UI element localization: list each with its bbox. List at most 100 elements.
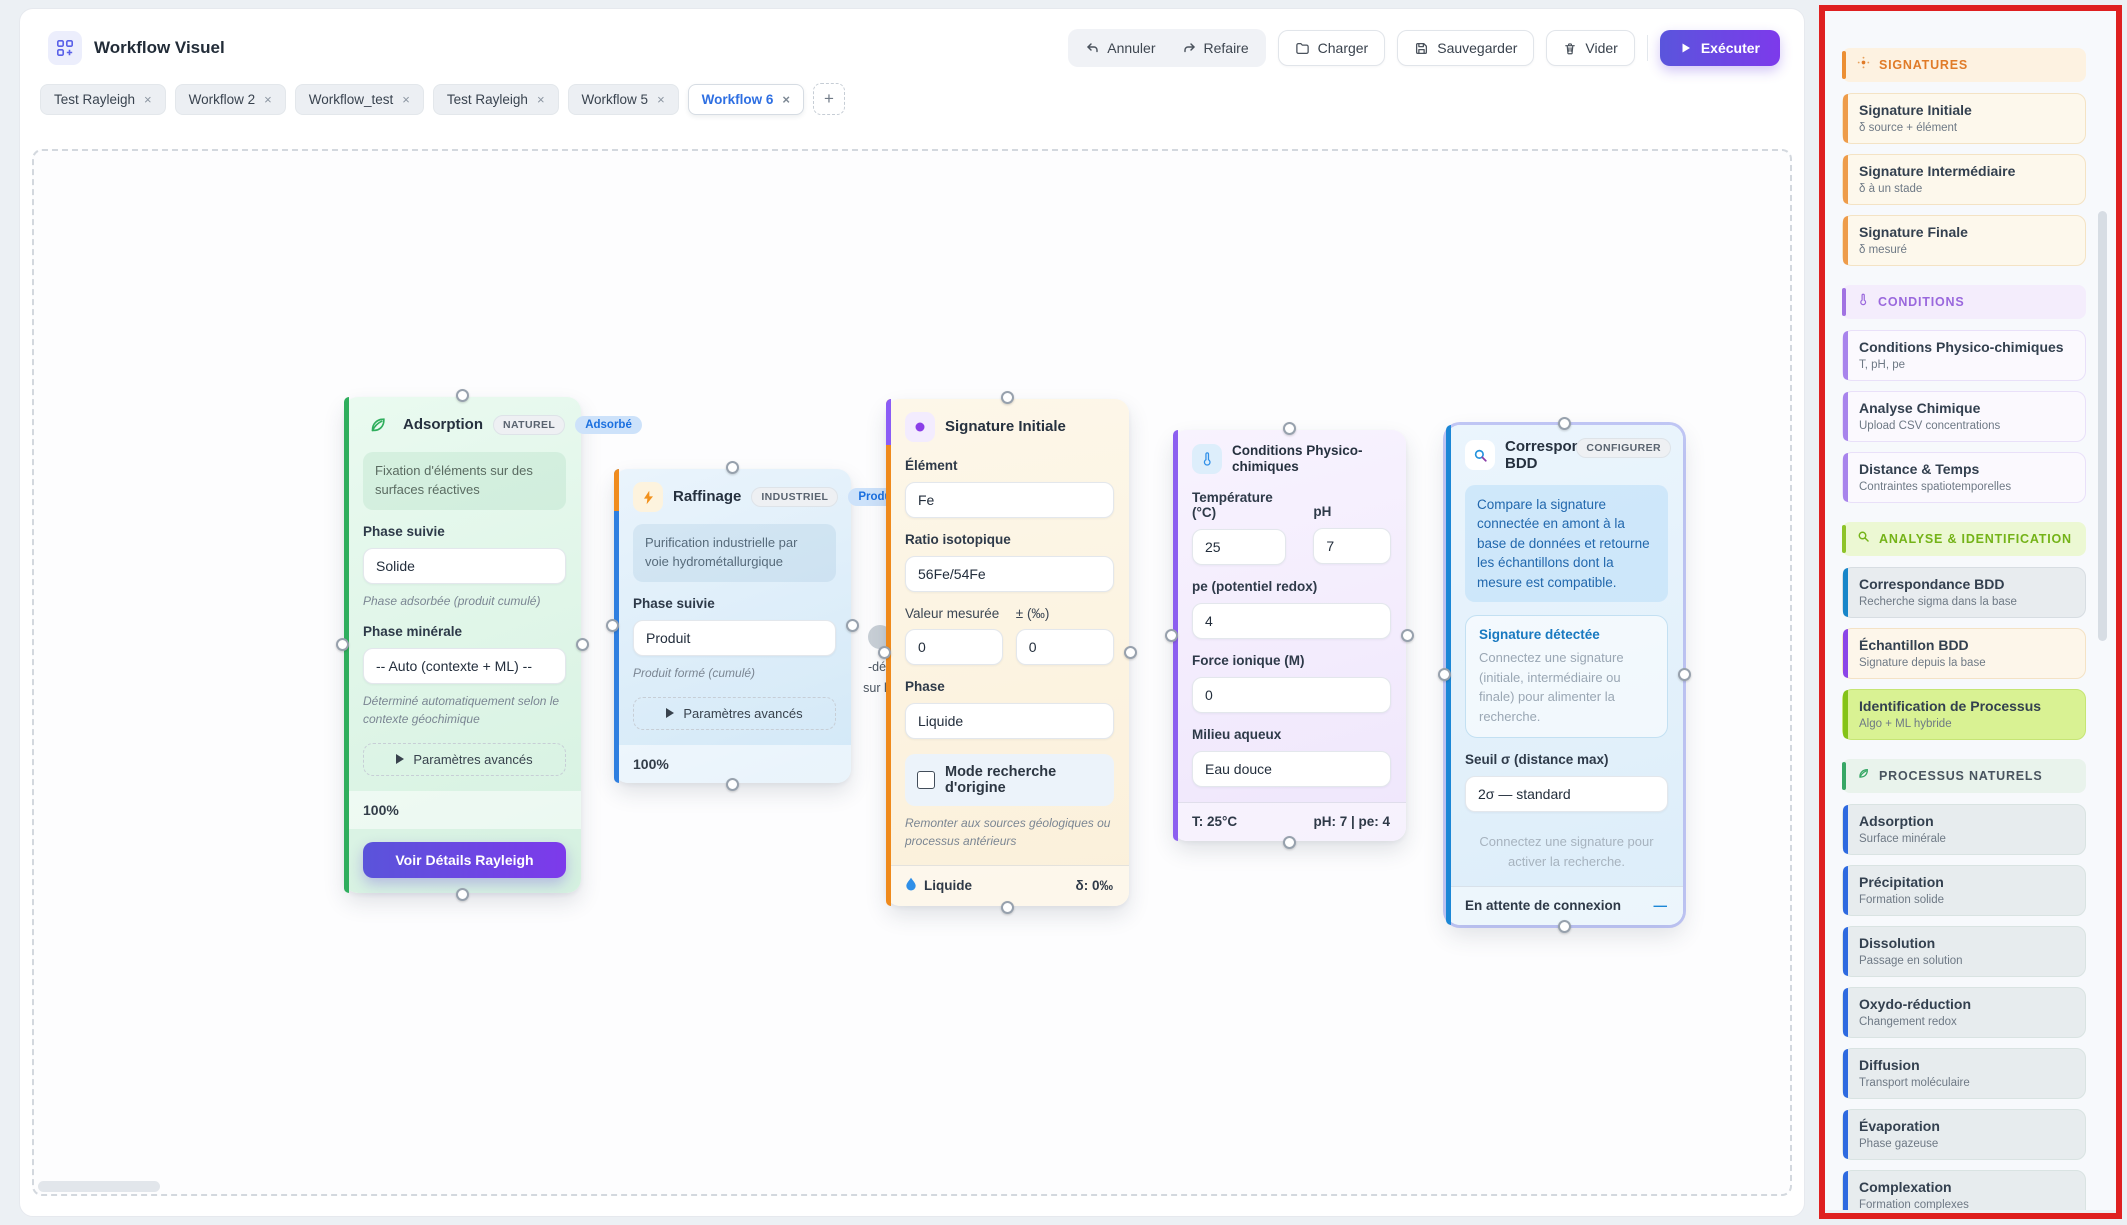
node-tag: NATUREL: [493, 415, 566, 435]
detected-text: Connectez une signature (initiale, inter…: [1479, 650, 1624, 724]
palette-item-dissolution[interactable]: Dissolution Passage en solution: [1842, 926, 2086, 977]
tab-label: Workflow_test: [308, 91, 394, 107]
valeur-mesuree-input[interactable]: [905, 629, 1004, 665]
connection-handle[interactable]: [336, 637, 349, 651]
palette-item-identification-processus[interactable]: Identification de Processus Algo + ML hy…: [1842, 689, 2086, 740]
item-subtitle: Contraintes spatiotemporelles: [1859, 481, 2012, 493]
palette-item-complexation[interactable]: Complexation Formation complexes: [1842, 1170, 2086, 1210]
temperature-input[interactable]: [1192, 529, 1286, 566]
clear-button[interactable]: Vider: [1546, 30, 1635, 66]
palette-item-signature-intermediaire[interactable]: Signature Intermédiaire δ à un stade: [1842, 154, 2086, 205]
palette-item-analyse-chimique[interactable]: Analyse Chimique Upload CSV concentratio…: [1842, 391, 2086, 442]
element-input[interactable]: [905, 482, 1114, 518]
connection-handle[interactable]: [1557, 417, 1571, 430]
seuil-sigma-input[interactable]: [1465, 776, 1668, 813]
item-title: Précipitation: [1859, 874, 1944, 890]
item-title: Correspondance BDD: [1859, 576, 2005, 592]
tab-workflow-test[interactable]: Workflow_test ×: [294, 83, 424, 115]
tab-close-icon[interactable]: ×: [536, 91, 545, 107]
rayleigh-details-button[interactable]: Voir Détails Rayleigh: [363, 841, 566, 878]
phase-suivie-input[interactable]: [363, 547, 566, 584]
force-ionique-input[interactable]: [1192, 677, 1391, 714]
save-label: Sauvegarder: [1437, 40, 1518, 56]
search-icon: [1465, 440, 1495, 471]
connection-handle[interactable]: [1124, 645, 1137, 659]
palette-item-adsorption[interactable]: Adsorption Surface minérale: [1842, 804, 2086, 855]
connection-handle[interactable]: [878, 645, 891, 659]
tab-workflow-6-active[interactable]: Workflow 6 ×: [687, 83, 805, 115]
configure-badge[interactable]: CONFIGURER: [1576, 438, 1671, 458]
tab-close-icon[interactable]: ×: [657, 91, 665, 107]
ph-input[interactable]: [1313, 528, 1391, 565]
node-raffinage[interactable]: Raffinage INDUSTRIEL Produit Purificatio…: [606, 461, 909, 791]
connection-handle[interactable]: [576, 637, 589, 651]
ratio-input[interactable]: [905, 556, 1114, 592]
connection-handle[interactable]: [1401, 628, 1414, 642]
run-button[interactable]: Exécuter: [1659, 30, 1780, 66]
tab-close-icon[interactable]: ×: [264, 91, 272, 107]
load-button[interactable]: Charger: [1277, 30, 1386, 66]
palette-item-correspondance-bdd[interactable]: Correspondance BDD Recherche sigma dans …: [1842, 567, 2086, 618]
thermometer-icon: [1192, 443, 1222, 474]
palette-item-conditions-physico-chimiques[interactable]: Conditions Physico-chimiques T, pH, pe: [1842, 330, 2086, 381]
palette-item-signature-finale[interactable]: Signature Finale δ mesuré: [1842, 215, 2086, 266]
palette-item-precipitation[interactable]: Précipitation Formation solide: [1842, 865, 2086, 916]
tolerance-input[interactable]: [1015, 629, 1114, 665]
phase-suivie-input[interactable]: [633, 619, 836, 656]
pe-input[interactable]: [1192, 603, 1391, 640]
canvas-horizontal-scrollbar[interactable]: [38, 1181, 160, 1192]
item-title: Signature Initiale: [1859, 102, 1972, 118]
palette-item-evaporation[interactable]: Évaporation Phase gazeuse: [1842, 1109, 2086, 1160]
workflow-canvas[interactable]: -dépo sur les Adsorption NATUREL Adsorbé…: [32, 149, 1792, 1196]
node-correspondance-bdd[interactable]: Correspondance BDD CONFIGURER Compare la…: [1438, 417, 1691, 934]
connection-handle[interactable]: [1438, 668, 1451, 682]
connection-handle[interactable]: [1678, 668, 1691, 682]
palette-item-oxydo-reduction[interactable]: Oxydo-réduction Changement redox: [1842, 987, 2086, 1038]
tab-close-icon[interactable]: ×: [782, 91, 791, 107]
connection-handle[interactable]: [1000, 901, 1014, 914]
add-tab-button[interactable]: +: [813, 83, 846, 115]
connection-handle[interactable]: [1557, 920, 1571, 934]
connection-handle[interactable]: [1282, 836, 1296, 850]
phase-minerale-input[interactable]: [363, 647, 566, 684]
redo-button[interactable]: Refaire: [1169, 33, 1262, 63]
node-accent-top: [614, 469, 619, 511]
connection-handle[interactable]: [1282, 422, 1296, 435]
milieu-aqueux-input[interactable]: [1192, 751, 1391, 788]
connection-handle[interactable]: [1165, 628, 1178, 642]
field-label: pH: [1313, 504, 1332, 520]
connection-handle[interactable]: [725, 461, 739, 474]
connection-handle[interactable]: [1000, 391, 1014, 404]
field-label: Ratio isotopique: [905, 532, 1011, 547]
tab-close-icon[interactable]: ×: [144, 91, 152, 107]
palette-item-distance-temps[interactable]: Distance & Temps Contraintes spatiotempo…: [1842, 452, 2086, 503]
node-signature-initiale[interactable]: Signature Initiale Élément Ratio isotopi…: [878, 391, 1137, 914]
node-conditions[interactable]: Conditions Physico-chimiques Température…: [1165, 422, 1414, 850]
palette-item-echantillon-bdd[interactable]: Échantillon BDD Signature depuis la base: [1842, 628, 2086, 679]
connection-handle[interactable]: [455, 389, 469, 402]
connection-handle[interactable]: [725, 777, 739, 791]
advanced-params-button[interactable]: Paramètres avancés: [363, 742, 566, 776]
signal-icon: [1857, 56, 1870, 74]
sidebar-section-processus: PROCESSUS NATURELS Adsorption Surface mi…: [1842, 759, 2086, 1210]
origin-mode-checkbox[interactable]: [917, 771, 935, 789]
tab-workflow-2[interactable]: Workflow 2 ×: [174, 83, 286, 115]
footer-delta: δ: 0‰: [1075, 878, 1113, 893]
connection-handle[interactable]: [846, 618, 859, 632]
connection-handle[interactable]: [606, 618, 619, 632]
phase-input[interactable]: [905, 703, 1114, 739]
palette-item-signature-initiale[interactable]: Signature Initiale δ source + élément: [1842, 93, 2086, 144]
item-title: Diffusion: [1859, 1057, 1920, 1073]
tab-close-icon[interactable]: ×: [402, 91, 410, 107]
save-button[interactable]: Sauvegarder: [1397, 30, 1535, 66]
undo-button[interactable]: Annuler: [1072, 33, 1168, 63]
tab-test-rayleigh-1[interactable]: Test Rayleigh ×: [40, 83, 166, 115]
sidebar-scrollbar[interactable]: [2098, 211, 2107, 641]
folder-icon: [1295, 41, 1310, 56]
advanced-params-button[interactable]: Paramètres avancés: [633, 696, 836, 730]
palette-item-diffusion[interactable]: Diffusion Transport moléculaire: [1842, 1048, 2086, 1099]
node-adsorption[interactable]: Adsorption NATUREL Adsorbé Fixation d'él…: [336, 389, 642, 901]
tab-workflow-5[interactable]: Workflow 5 ×: [567, 83, 679, 115]
connection-handle[interactable]: [455, 887, 469, 901]
tab-test-rayleigh-2[interactable]: Test Rayleigh ×: [432, 83, 559, 115]
